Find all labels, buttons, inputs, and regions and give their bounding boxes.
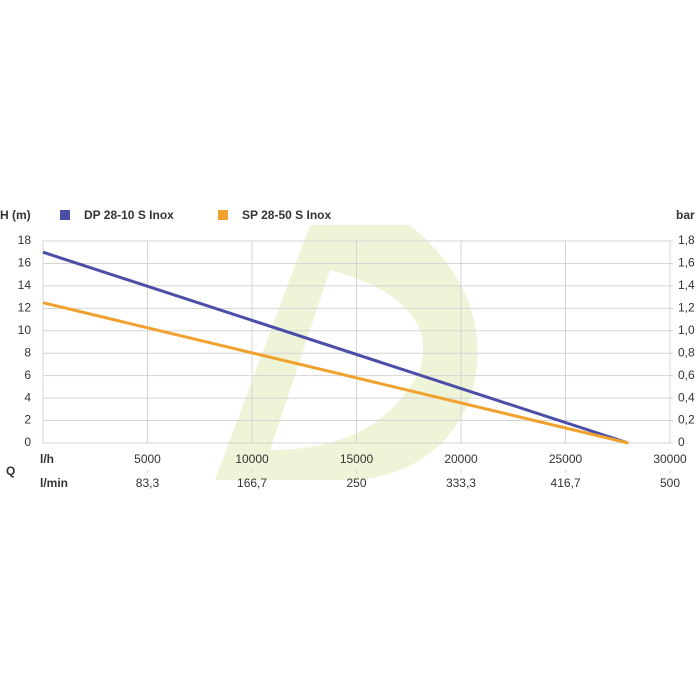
x2-tick-label: 250 [346,476,366,490]
y2-tick-label: 0,6 [678,368,695,382]
series-line [42,301,629,445]
x2-tick-label: 333,3 [446,476,476,490]
y-tick-label: 18 [18,233,32,247]
y-tick-label: 12 [18,301,32,315]
x-tick-label: 20000 [444,452,478,466]
y-axis-label: H (m) [0,208,31,222]
y-tick-label: 2 [24,413,31,427]
x-tick-label: 5000 [134,452,161,466]
x-tick-label: 30000 [653,452,687,466]
y2-tick-label: 0,2 [678,413,695,427]
x-tick-label: 25000 [549,452,583,466]
legend-swatch [60,210,70,220]
x2-axis-label: l/min [40,476,68,490]
y2-tick-label: 0,4 [678,390,695,404]
x2-tick-label: 166,7 [237,476,267,490]
watermark [215,225,478,480]
x-axis-label: l/h [40,452,54,466]
legend-label: SP 28-50 S Inox [242,208,331,222]
legend-swatch [218,210,228,220]
y2-tick-label: 1,8 [678,233,695,247]
y-tick-label: 8 [24,345,31,359]
q-label: Q [6,464,15,478]
y-tick-label: 14 [18,278,32,292]
x2-tick-label: 416,7 [551,476,581,490]
series-line [42,250,629,445]
y2-tick-label: 1,6 [678,256,695,270]
legend-label: DP 28-10 S Inox [84,208,174,222]
x2-tick-label: 500 [660,476,680,490]
y-tick-label: 4 [24,390,31,404]
y-tick-label: 0 [24,435,31,449]
y2-tick-label: 0,8 [678,345,695,359]
y-tick-label: 10 [18,323,32,337]
y-tick-label: 16 [18,256,32,270]
y2-axis-label: bar [676,208,695,222]
x2-tick-label: 83,3 [136,476,160,490]
x-tick-label: 15000 [340,452,374,466]
y2-tick-label: 1,4 [678,278,695,292]
y2-tick-label: 1,0 [678,323,695,337]
y2-tick-label: 1,2 [678,301,695,315]
y-tick-label: 6 [24,368,31,382]
y2-tick-label: 0 [678,435,685,449]
x-tick-label: 10000 [235,452,269,466]
